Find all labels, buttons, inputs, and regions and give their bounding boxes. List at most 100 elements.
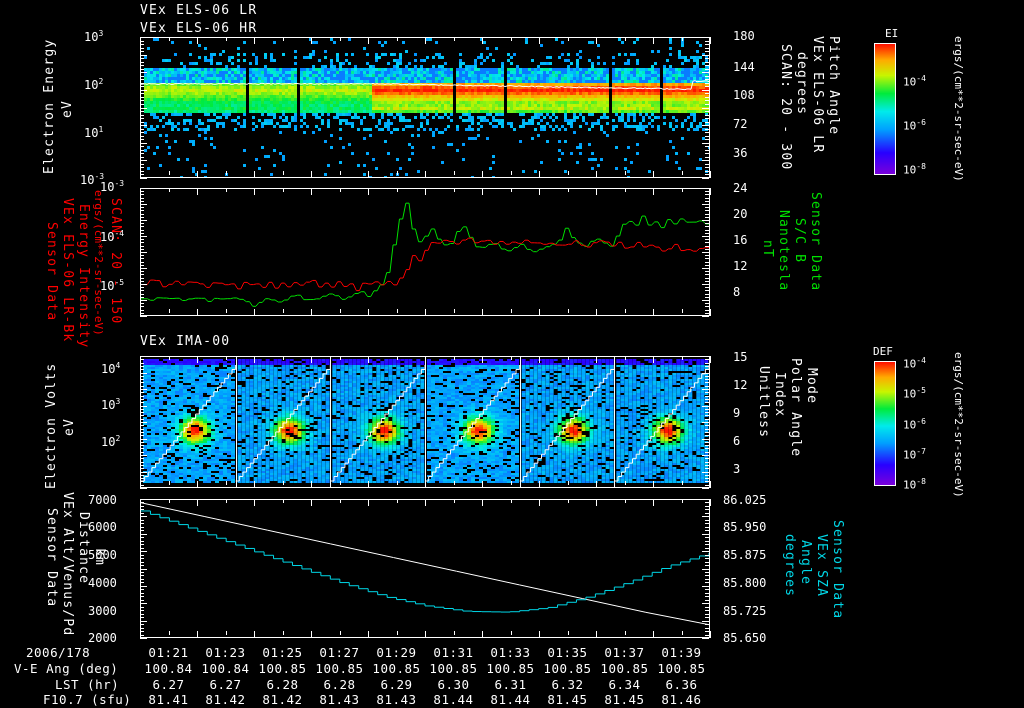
axis-tick [539,481,540,488]
axis-tick [625,499,626,503]
axis-tick [705,366,709,367]
axis-tick [140,191,144,192]
panel1-plot-area[interactable] [140,37,710,178]
axis-tick [705,530,709,531]
axis-tick [705,194,709,195]
axis-tick [140,239,144,240]
axis-tick [340,631,341,635]
axis-tick [425,171,426,178]
axis-tick [454,37,455,41]
axis-tick [140,132,144,133]
axis-tick [254,631,255,638]
panel3-right-label-1: Mode [804,368,819,405]
panel2-plot-area[interactable] [140,188,710,316]
axis-tick [140,468,144,469]
panel4-ytick-3: 4000 [88,576,117,590]
axis-tick [140,465,144,466]
axis-tick [140,139,144,140]
axis-tick [140,171,141,178]
xaxis-f107-7: 81.45 [547,692,588,707]
axis-tick [705,69,709,70]
axis-tick [705,523,709,524]
axis-tick [702,389,709,390]
panel3-plot-area[interactable] [140,356,710,488]
panel4-rtick-5: 85.650 [723,631,767,645]
xaxis-time-5: 01:31 [433,645,474,660]
axis-tick [140,271,144,272]
axis-tick [140,631,141,638]
axis-tick [140,635,144,636]
axis-tick [140,569,147,570]
panel3-cb-tick-2: 10-6 [903,417,926,432]
xaxis-time-0: 01:21 [148,645,189,660]
axis-tick [682,481,683,485]
xaxis-ve-ang-0: 100.84 [144,661,193,676]
panel3-right-label-3: Index [772,372,787,418]
panel4-plot-area[interactable] [140,499,710,638]
axis-tick [140,429,144,430]
axis-tick [140,258,144,259]
axis-tick [140,265,144,266]
axis-tick [140,475,144,476]
xaxis-ve-ang-7: 100.85 [543,661,592,676]
panel4-ytick-2: 5000 [88,548,117,562]
axis-tick [140,435,144,436]
panel1-title-lr: VEx ELS-06 LR [140,3,258,18]
axis-tick [702,143,709,144]
panel1-cb-tick-0: 10-4 [903,74,926,89]
axis-tick [705,242,709,243]
axis-tick [254,481,255,488]
axis-tick [702,638,709,639]
axis-tick [140,104,144,105]
axis-tick [702,220,709,221]
axis-tick [140,278,144,279]
xaxis-ve-ang-4: 100.85 [372,661,421,676]
axis-tick [140,376,144,377]
axis-tick [140,389,147,390]
axis-tick [705,478,709,479]
axis-tick [596,356,597,363]
axis-tick [140,281,144,282]
axis-tick [705,249,709,250]
axis-tick [702,178,709,179]
xaxis-f107-5: 81.44 [433,692,474,707]
axis-tick [710,631,711,638]
axis-tick [705,62,709,63]
axis-tick [140,242,144,243]
axis-tick [140,157,144,158]
axis-tick [140,448,144,449]
panel2-rtick-1: 20 [733,207,748,221]
panel2-right-label-3: Nanotesla [776,210,791,292]
xaxis-f107-8: 81.45 [604,692,645,707]
axis-tick [283,356,284,360]
axis-tick [705,262,709,263]
panel1-yunit: eV [60,99,75,119]
axis-tick [702,586,709,587]
panel3-yunit: eV [62,417,77,437]
axis-tick [140,442,144,443]
axis-tick [705,303,709,304]
axis-tick [140,558,144,559]
panel2-left-label-1: Sensor Data [44,222,59,322]
axis-tick [197,37,198,44]
xaxis-lst-8: 6.34 [608,677,641,692]
axis-tick [140,316,147,317]
axis-tick [705,306,709,307]
axis-tick [511,309,512,313]
axis-tick [140,600,144,601]
axis-tick [140,178,147,179]
axis-tick [140,481,141,488]
axis-tick [702,55,709,56]
axis-tick [140,544,144,545]
axis-tick [140,217,144,218]
xaxis-ve-ang-5: 100.85 [429,661,478,676]
axis-tick [140,607,144,608]
axis-tick [311,356,312,363]
axis-tick [140,579,144,580]
axis-tick [226,37,227,41]
axis-tick [710,481,711,488]
axis-tick [425,499,426,506]
axis-tick [702,188,709,189]
axis-tick [682,499,683,503]
panel1-right-label-3: degrees [794,52,809,116]
